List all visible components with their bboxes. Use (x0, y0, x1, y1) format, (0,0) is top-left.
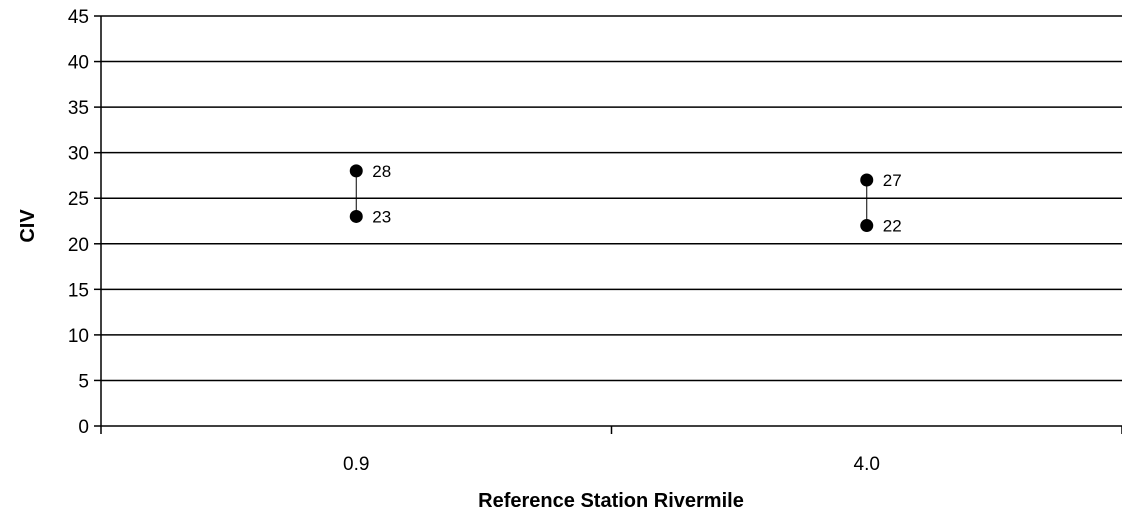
y-tick-labels: 0 5 10 15 20 25 30 35 40 45 (68, 7, 89, 438)
x-axis-title: Reference Station Rivermile (478, 490, 744, 512)
high-low-lines (355, 170, 868, 226)
y-tick-label: 5 (78, 371, 89, 392)
y-tick-label: 15 (68, 280, 89, 301)
data-points (349, 164, 874, 233)
y-axis-title: CIV (17, 209, 39, 243)
data-point (349, 209, 363, 223)
data-label: 27 (883, 171, 902, 190)
y-tick-label: 45 (68, 7, 89, 28)
axes (94, 15, 1122, 434)
data-label: 23 (372, 207, 391, 226)
data-point (860, 173, 874, 187)
data-point (860, 219, 874, 233)
y-tick-label: 0 (78, 417, 89, 438)
x-tick-labels: 0.9 4.0 (343, 454, 880, 475)
y-tick-label: 30 (68, 144, 89, 165)
y-tick-label: 35 (68, 98, 89, 119)
y-tick-label: 20 (68, 235, 89, 256)
data-label: 22 (883, 217, 902, 236)
gridlines (101, 15, 1122, 382)
data-point (349, 164, 363, 178)
y-tick-label: 40 (68, 53, 89, 74)
data-label: 28 (372, 162, 391, 181)
y-tick-label: 10 (68, 326, 89, 347)
x-tick-label: 4.0 (854, 454, 880, 475)
y-tick-label: 25 (68, 189, 89, 210)
data-labels: 28 27 23 22 (372, 162, 901, 236)
x-tick-label: 0.9 (343, 454, 369, 475)
